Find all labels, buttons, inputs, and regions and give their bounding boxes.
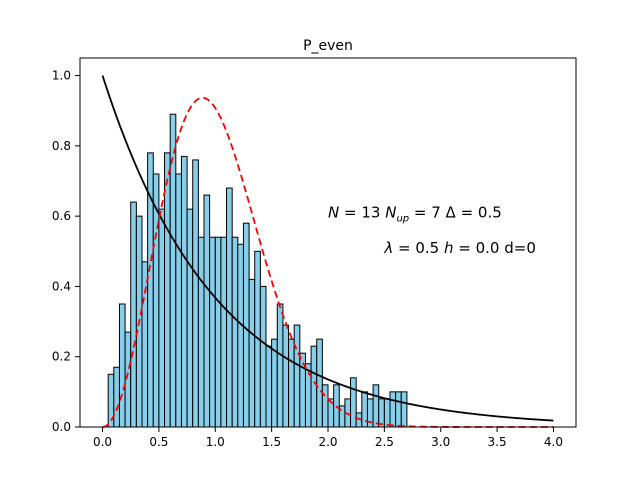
histogram-bar <box>197 236 205 428</box>
histogram-bar <box>248 278 256 428</box>
y-tick-label: 0.2 <box>52 350 71 364</box>
histogram-bar <box>321 384 329 428</box>
histogram-bar <box>226 187 233 428</box>
histogram-bar <box>113 366 120 428</box>
x-tick-label: 0.0 <box>93 435 112 449</box>
y-tick-label: 1.0 <box>52 69 71 83</box>
histogram-bar <box>175 173 182 428</box>
histogram-bar <box>316 338 323 428</box>
histogram-bar <box>378 398 385 428</box>
histogram-bar <box>350 377 357 428</box>
histogram-bar <box>259 285 267 428</box>
histogram-bar <box>203 194 211 428</box>
y-tick-label: 0.8 <box>52 139 71 153</box>
histogram-bar <box>389 391 397 428</box>
histogram-bar <box>383 398 391 428</box>
chart-title: P_even <box>303 38 353 54</box>
histogram-bar <box>214 236 222 428</box>
histogram-bar <box>400 391 408 428</box>
histogram-bar <box>141 261 149 428</box>
histogram-bar <box>395 391 402 428</box>
histogram-bar <box>265 345 273 428</box>
histogram-bar <box>186 208 194 428</box>
x-tick-label: 3.5 <box>488 435 507 449</box>
histogram-bar <box>180 155 188 428</box>
x-tick-label: 1.0 <box>206 435 225 449</box>
histogram-bar <box>192 159 199 428</box>
histogram-bar <box>220 236 228 428</box>
poisson-curve <box>101 75 554 422</box>
x-tick-label: 3.0 <box>431 435 450 449</box>
x-tick-label: 4.0 <box>544 435 563 449</box>
histogram-bar <box>282 324 290 428</box>
histogram-bar <box>310 345 318 428</box>
annotation-parameters-1: N = 13 Nup = 7 Δ = 0.5 <box>328 204 502 225</box>
histogram-bar <box>293 324 301 428</box>
x-tick-label: 2.0 <box>318 435 337 449</box>
histogram-bar <box>372 384 380 428</box>
annotation-parameters-2: λ = 0.5 h = 0.0 d=0 <box>383 239 536 257</box>
x-tick-label: 0.5 <box>149 435 168 449</box>
histogram-bar <box>158 208 166 428</box>
histogram-bar <box>231 236 239 428</box>
y-tick-label: 0.4 <box>52 279 71 293</box>
axes: 0.0 0.5 1.0 1.5 2.0 2.5 3.0 3.5 4.0 0.0 0.2 0.4 0.6 0… <box>52 57 577 449</box>
histogram-bar <box>288 338 295 428</box>
histogram-bar <box>209 236 216 428</box>
y-tick-label: 0.6 <box>52 209 71 223</box>
x-tick-label: 2.5 <box>375 435 394 449</box>
histogram-bar <box>124 331 132 428</box>
y-tick-label: 0.0 <box>52 420 71 434</box>
histogram-bar <box>237 243 244 428</box>
histogram-bar <box>276 303 284 428</box>
histogram-bar <box>242 222 250 428</box>
histogram-bar <box>164 152 171 428</box>
x-tick-label: 1.5 <box>262 435 281 449</box>
histogram-bar <box>118 303 126 428</box>
histogram-bar <box>130 201 137 428</box>
